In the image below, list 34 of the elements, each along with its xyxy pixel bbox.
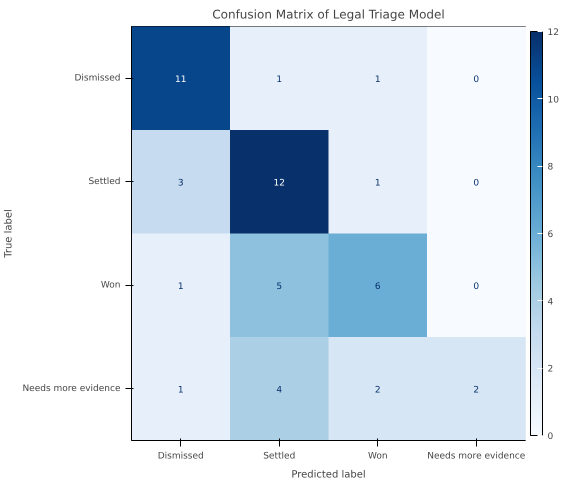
color-bar-label: 6 [548,230,554,240]
data-label: 6 [374,282,381,292]
color-bar-label: 10 [548,95,560,106]
color-bar-label: 0 [548,432,554,442]
x-axis-title: Predicted label [291,470,366,480]
data-label: 1 [178,282,184,292]
y-tick-label: Won [100,280,121,290]
color-bar-label: 2 [548,364,554,375]
x-tick-label: Settled [263,452,296,462]
data-label: 11 [175,74,186,85]
x-tick-label: Needs more evidence [427,452,526,462]
y-tick-label: Settled [88,176,121,187]
data-label: 1 [178,385,184,396]
y-tick-label: Needs more evidence [22,384,121,394]
data-label: 0 [473,74,480,85]
x-tick-label: Dismissed [158,452,204,462]
data-label: 2 [374,385,381,396]
data-label: 0 [473,178,480,188]
color-bar-label: 12 [548,28,559,38]
data-label: 3 [178,178,184,188]
y-axis-title: True label [3,209,14,259]
data-label: 1 [276,74,282,85]
data-label: 1 [374,178,381,188]
color-bar-label: 4 [548,297,554,308]
data-label: 1 [374,74,381,85]
chart-title: Confusion Matrix of Legal Triage Model [212,8,445,22]
data-label: 4 [276,385,282,396]
y-tick-label: Dismissed [74,73,120,84]
data-label: 0 [473,282,480,292]
color-bar-label: 8 [548,162,554,173]
x-tick-label: Won [368,452,388,462]
data-label: 12 [274,178,285,188]
data-label: 5 [276,282,282,292]
data-label: 2 [473,385,480,396]
